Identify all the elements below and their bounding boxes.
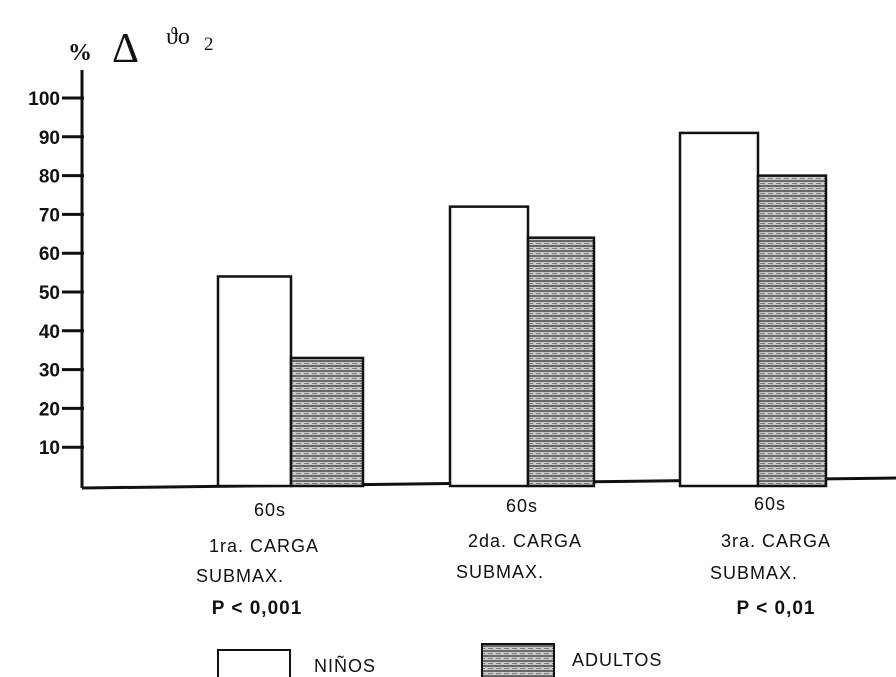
category-2-time: 60s bbox=[506, 496, 538, 516]
y-tick-label: 20 bbox=[39, 399, 60, 420]
bar-ninos-2 bbox=[448, 205, 530, 488]
legend-swatch-adultos bbox=[481, 643, 555, 677]
category-1-p-value: P < 0,001 bbox=[212, 598, 303, 619]
y-tick-label: 10 bbox=[39, 438, 60, 459]
category-2-line2: SUBMAX. bbox=[456, 562, 544, 582]
bar-ninos-1 bbox=[216, 275, 293, 488]
y-tick-label: 90 bbox=[39, 128, 60, 149]
category-3-p-value: P < 0,01 bbox=[737, 598, 816, 619]
y-label-percent: % bbox=[68, 40, 92, 66]
bars-group bbox=[216, 131, 828, 488]
category-2-line1: 2da. CARGA bbox=[468, 531, 582, 551]
legend-swatch-ninos bbox=[217, 649, 291, 677]
y-label-symbol: ϑo bbox=[166, 24, 190, 50]
y-tick-label: 50 bbox=[39, 283, 60, 304]
y-label-subscript: 2 bbox=[204, 34, 214, 55]
bar-adultos-2 bbox=[526, 236, 596, 488]
category-label-1: 60s 1ra. CARGA SUBMAX. P < 0,001 bbox=[196, 500, 319, 619]
y-tick-label: 70 bbox=[39, 205, 60, 226]
bar-ninos-3 bbox=[678, 131, 760, 488]
y-tick-label: 80 bbox=[39, 167, 60, 188]
category-3-time: 60s bbox=[754, 494, 786, 514]
legend-label-adultos: ADULTOS bbox=[572, 650, 662, 670]
category-1-line1: 1ra. CARGA bbox=[209, 536, 319, 556]
y-label-delta: Δ bbox=[112, 26, 139, 72]
y-tick-label: 60 bbox=[39, 244, 60, 265]
category-label-2: 60s 2da. CARGA SUBMAX. bbox=[456, 496, 582, 582]
y-tick-label: 40 bbox=[39, 322, 60, 343]
category-3-line1: 3ra. CARGA bbox=[721, 531, 831, 551]
category-1-time: 60s bbox=[254, 500, 286, 520]
category-label-3: 60s 3ra. CARGA SUBMAX. P < 0,01 bbox=[710, 494, 831, 619]
y-axis-ticks: 10 20 30 40 50 60 70 80 90 100 bbox=[28, 89, 84, 459]
y-tick-label: 30 bbox=[39, 361, 60, 382]
category-1-line2: SUBMAX. bbox=[196, 566, 284, 586]
legend-label-ninos: NIÑOS bbox=[314, 655, 376, 676]
bar-adultos-3 bbox=[756, 174, 828, 488]
category-3-line2: SUBMAX. bbox=[710, 563, 798, 583]
y-tick-label: 100 bbox=[28, 89, 60, 110]
legend: NIÑOS ADULTOS bbox=[217, 643, 662, 677]
bar-adultos-1 bbox=[289, 356, 365, 488]
y-axis-label: % Δ ϑo 2 bbox=[68, 24, 214, 72]
